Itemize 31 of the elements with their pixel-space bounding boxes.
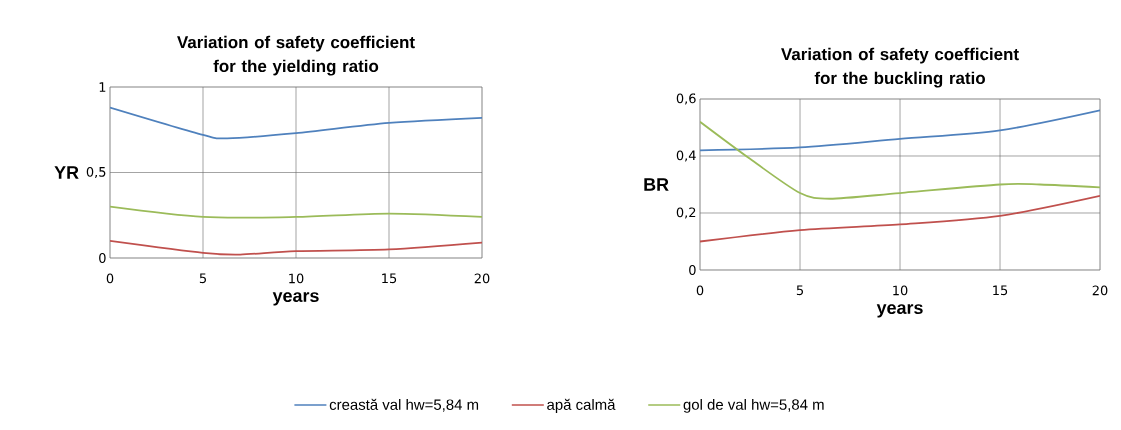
x-tick-label: 20 (474, 273, 490, 284)
x-axis-title: years (272, 292, 319, 306)
line-series (700, 109, 1101, 152)
y-tick-label: 0,2 (676, 207, 696, 219)
line-series (110, 240, 483, 256)
x-tick-label: 0 (106, 273, 114, 284)
y-axis-title: BR (644, 178, 669, 191)
x-tick-label: 10 (893, 285, 908, 296)
chart-title: Variation of safety coefficient for the yielding ratio (177, 35, 415, 76)
y-axis-title: YR (54, 166, 79, 179)
y-tick-label: 0 (689, 265, 696, 275)
line-series (700, 120, 1101, 200)
legend-label: creastă val hw=5,84 m (329, 398, 479, 412)
line-series (110, 106, 483, 140)
x-tick-label: 5 (199, 273, 206, 284)
legend-label: apă calmă (547, 398, 616, 413)
y-tick-label: 0,4 (676, 150, 696, 162)
y-tick-label: 0,5 (86, 166, 106, 179)
x-tick-label: 0 (696, 285, 704, 296)
x-tick-label: 20 (1092, 285, 1108, 296)
x-tick-label: 10 (289, 273, 304, 284)
x-tick-label: 15 (382, 273, 397, 284)
legend-label: gol de val hw=5,84 m (683, 398, 824, 413)
x-axis-title: years (876, 304, 923, 318)
chart-title: Variation of safety coefficient for the buckling ratio (781, 47, 1019, 88)
line-series (700, 195, 1101, 243)
y-tick-label: 0 (99, 253, 106, 263)
x-tick-label: 15 (993, 285, 1008, 296)
y-tick-label: 0,6 (676, 93, 696, 105)
y-tick-label: 1 (99, 82, 106, 92)
x-tick-label: 5 (796, 285, 803, 296)
